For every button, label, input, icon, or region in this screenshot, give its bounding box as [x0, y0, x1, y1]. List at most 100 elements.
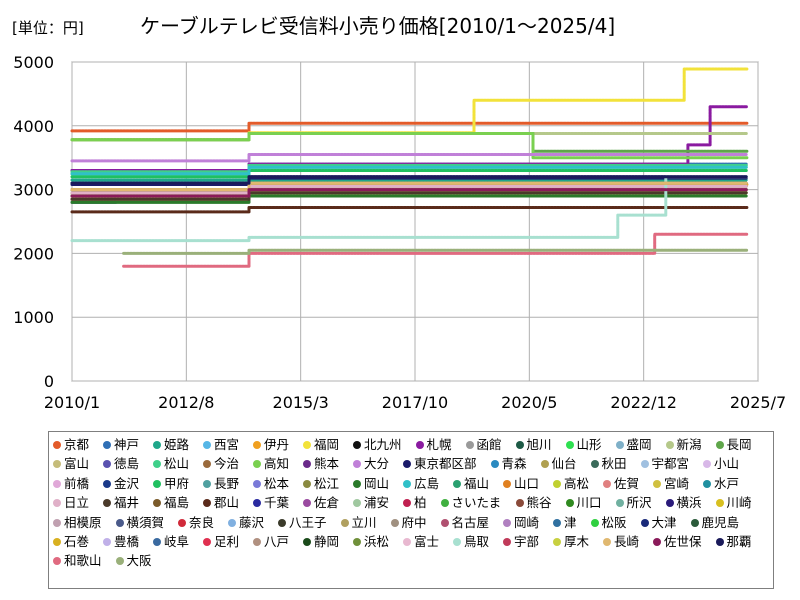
y-tick-label: 3000 — [13, 181, 54, 200]
legend-marker-icon — [53, 479, 61, 488]
legend-item: 川崎 — [715, 495, 752, 511]
legend-item: 水戸 — [703, 476, 739, 491]
legend-marker-icon — [303, 499, 311, 508]
legend-item: 広島 — [403, 476, 439, 491]
legend-marker-icon — [53, 441, 61, 449]
series-line-81 — [70, 175, 749, 185]
legend-item: 熊本 — [303, 457, 339, 471]
series-line-20 — [70, 153, 749, 163]
x-tick-label: 2012/8 — [158, 393, 214, 412]
legend-item: 高松 — [553, 476, 589, 491]
legend-label: 佐世保 — [664, 534, 702, 549]
legend-item: 青森 — [490, 457, 527, 471]
series-line-80 — [70, 188, 749, 198]
legend-label: 相模原 — [64, 514, 102, 530]
axes: 0 1000 2000 3000 4000 5000 2010/1 2012/8 2015/3 2… — [13, 53, 786, 412]
legend-item: 郡山 — [203, 496, 239, 510]
legend-label: 浜松 — [364, 534, 390, 549]
legend-marker-icon — [690, 518, 699, 527]
legend-label: 福井 — [114, 495, 140, 511]
legend-item: 伊丹 — [253, 438, 289, 452]
legend-label: 函館 — [476, 437, 502, 452]
legend-label: 松山 — [164, 456, 190, 472]
legend-item: 大阪 — [115, 554, 152, 568]
legend-label: 長岡 — [726, 437, 752, 452]
legend-label: 福島 — [164, 495, 190, 511]
legend-item: 宇部 — [503, 535, 539, 549]
legend-marker-icon — [203, 479, 211, 488]
legend-marker-icon — [115, 557, 124, 566]
legend-marker-icon — [553, 518, 561, 527]
legend-marker-icon — [340, 518, 349, 527]
legend-item: 府中 — [390, 514, 427, 530]
legend-marker-icon — [565, 499, 574, 508]
legend-item: 熊谷 — [515, 496, 552, 510]
x-tick-label: 2015/3 — [273, 393, 329, 412]
legend-marker-icon — [503, 538, 511, 546]
legend-label: 松阪 — [601, 514, 627, 530]
legend-label: 甲府 — [164, 475, 190, 491]
legend-marker-icon — [615, 441, 624, 449]
legend-label: 神戸 — [114, 437, 140, 452]
legend-marker-icon — [515, 441, 524, 449]
legend-marker-icon — [103, 441, 111, 449]
legend-marker-icon — [390, 518, 399, 527]
legend-marker-icon — [590, 518, 599, 527]
legend-item: 東京都区部 — [403, 457, 477, 471]
legend-marker-icon — [440, 499, 449, 508]
legend-item: 富山 — [53, 457, 89, 471]
legend-marker-icon — [253, 479, 261, 488]
legend-marker-icon — [353, 479, 361, 488]
legend-label: 八戸 — [264, 534, 290, 549]
legend-item: 八王子 — [278, 515, 327, 530]
x-tick-label: 2020/5 — [501, 393, 557, 412]
legend-marker-icon — [53, 499, 61, 508]
legend-marker-icon — [715, 538, 724, 546]
legend-item: 横浜 — [665, 495, 702, 511]
legend-label: 浦安 — [364, 495, 390, 511]
legend-label: 松江 — [314, 475, 340, 491]
legend-item: 金沢 — [103, 476, 139, 491]
legend-item: 秋田 — [590, 457, 627, 471]
legend-label: 津 — [564, 514, 577, 530]
legend-item: 前橋 — [53, 476, 89, 491]
legend-item: 鳥取 — [453, 535, 489, 549]
legend-label: 足利 — [214, 534, 240, 549]
legend-item: 甲府 — [153, 475, 190, 491]
legend-label: 川崎 — [726, 495, 752, 511]
legend-label: 和歌山 — [64, 553, 102, 569]
legend-marker-icon — [640, 460, 649, 469]
legend-label: 伊丹 — [264, 437, 290, 452]
legend-label: 藤沢 — [239, 514, 265, 530]
legend-marker-icon — [353, 441, 361, 449]
legend-marker-icon — [203, 460, 211, 469]
legend-marker-icon — [228, 518, 236, 527]
legend-item: 足利 — [203, 535, 239, 549]
legend-item: 山口 — [503, 476, 539, 491]
series-line-79 — [70, 181, 749, 192]
legend-item: 札幌 — [415, 438, 452, 452]
legend-item: 今治 — [203, 457, 239, 471]
legend-item: 京都 — [53, 438, 89, 452]
legend-marker-icon — [303, 479, 311, 488]
legend-marker-icon — [603, 479, 611, 488]
legend-marker-icon — [103, 460, 111, 469]
legend-marker-icon — [653, 479, 661, 488]
legend-label: 長野 — [214, 475, 240, 491]
legend-marker-icon — [103, 499, 111, 508]
legend-item: 佐倉 — [303, 496, 339, 510]
legend-marker-icon — [703, 460, 711, 469]
legend-marker-icon — [503, 479, 511, 488]
x-tick-label: 2010/1 — [44, 393, 100, 412]
legend-label: 横浜 — [676, 495, 702, 511]
legend-item: 新潟 — [665, 438, 702, 452]
legend-marker-icon — [603, 538, 611, 546]
legend-item: 宇都宮 — [640, 457, 689, 471]
legend-marker-icon — [665, 499, 674, 508]
legend-marker-icon — [403, 460, 411, 469]
legend-label: 今治 — [214, 456, 240, 472]
legend-label: 府中 — [401, 514, 427, 530]
legend-marker-icon — [253, 441, 261, 449]
legend-marker-icon — [303, 460, 311, 469]
legend-item: 高知 — [253, 457, 289, 471]
